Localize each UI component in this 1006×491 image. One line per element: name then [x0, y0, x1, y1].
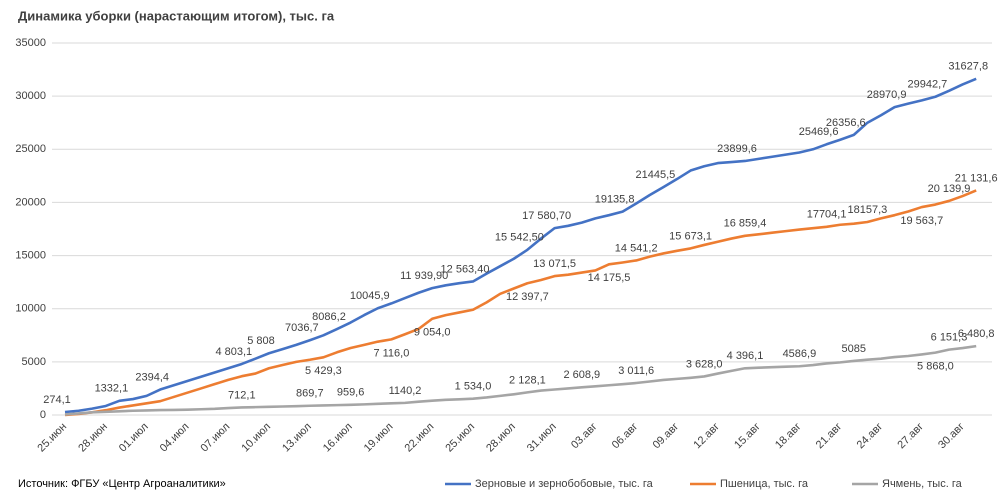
data-label: 7036,7 [285, 322, 319, 334]
data-label: 26356,6 [826, 117, 866, 129]
data-label: 8086,2 [312, 311, 346, 323]
data-label: 29942,7 [908, 79, 948, 91]
data-label: 12 563,40 [441, 263, 490, 275]
data-label: 16 859,4 [724, 218, 767, 230]
data-label: 5085 [842, 343, 866, 355]
data-label: 2394,4 [135, 371, 169, 383]
x-tick-label: 28.июн [76, 421, 110, 455]
data-label: 4 396,1 [727, 350, 764, 362]
x-tick-label: 01.июл [117, 421, 151, 455]
x-tick-label: 28.июл [484, 421, 518, 455]
x-tick-label: 25.июл [443, 421, 477, 455]
y-tick-label: 0 [40, 409, 46, 421]
series-line [64, 189, 977, 417]
x-tick-label: 27.авг [895, 421, 926, 452]
x-tick-label: 24.авг [855, 421, 886, 452]
data-label: 14 541,2 [615, 242, 658, 254]
data-label: 11 939,90 [400, 270, 448, 282]
data-label: 274,1 [43, 394, 71, 406]
legend-label: Зерновые и зернобобовые, тыс. га [475, 478, 654, 490]
x-tick-label: 21.авг [814, 421, 845, 452]
data-label: 4 803,1 [215, 346, 252, 358]
data-label: 31627,8 [948, 61, 988, 73]
x-tick-label: 09.авг [651, 421, 682, 452]
data-label: 17 580,70 [522, 210, 571, 222]
data-label: 23899,6 [717, 143, 757, 155]
y-tick-label: 30000 [15, 90, 46, 102]
data-label: 1 534,0 [455, 381, 492, 393]
data-label: 13 071,5 [533, 258, 576, 270]
series-line [64, 77, 977, 414]
data-label: 19135,8 [595, 194, 635, 206]
data-label: 5 868,0 [917, 361, 954, 373]
data-label: 1332,1 [95, 383, 129, 395]
y-tick-label: 15000 [15, 249, 46, 261]
data-label: 9 054,0 [414, 327, 451, 339]
data-label: 21 131,6 [955, 172, 998, 184]
data-label: 7 116,0 [373, 347, 409, 359]
legend-label: Ячмень, тыс. га [882, 478, 963, 490]
x-tick-label: 18.авг [773, 421, 804, 452]
x-tick-label: 15.авг [732, 421, 763, 452]
x-tick-label: 30.авг [936, 421, 967, 452]
data-label: 15 542,50 [495, 232, 544, 244]
data-label: 2 128,1 [509, 374, 546, 386]
data-label: 2 608,9 [563, 369, 600, 381]
x-tick-label: 06.авг [610, 421, 641, 452]
x-tick-label: 10.июл [239, 421, 273, 455]
chart-title: Динамика уборки (нарастающим итогом), ты… [18, 8, 335, 23]
x-tick-label: 22.июл [403, 421, 437, 455]
data-label: 4586,9 [783, 348, 817, 360]
x-tick-label: 07.июл [199, 421, 233, 455]
data-label: 25469,6 [799, 126, 839, 138]
data-label: 12 397,7 [506, 291, 549, 303]
data-label: 5 429,3 [305, 365, 342, 377]
data-label: 20 139,9 [928, 183, 971, 195]
data-label: 869,7 [296, 388, 324, 400]
x-tick-label: 19.июл [362, 421, 396, 455]
data-label: 1140,2 [389, 385, 422, 397]
x-tick-label: 13.июл [280, 421, 314, 455]
x-tick-label: 12.авг [691, 421, 722, 452]
data-label: 959,6 [337, 387, 365, 399]
y-tick-label: 10000 [15, 303, 46, 315]
data-label: 18157,3 [848, 204, 888, 216]
source-note: Источник: ФГБУ «Центр Агроаналитики» [18, 478, 226, 490]
data-label: 712,1 [228, 389, 256, 401]
series-line [64, 344, 977, 416]
legend-label: Пшеница, тыс. га [720, 478, 809, 490]
data-label: 21445,5 [636, 169, 676, 181]
x-tick-label: 03.авг [569, 421, 600, 452]
data-label: 3 628,0 [686, 358, 723, 370]
data-label: 15 673,1 [669, 230, 712, 242]
data-label: 6 151,3 [931, 332, 968, 344]
data-label: 6 480,8 [958, 328, 995, 340]
data-label: 3 011,6 [618, 365, 654, 377]
data-label: 10045,9 [350, 290, 390, 302]
data-label: 17704,1 [807, 209, 847, 221]
data-label: 28970,9 [867, 89, 907, 101]
y-tick-label: 35000 [15, 37, 46, 49]
y-tick-label: 25000 [15, 143, 46, 155]
y-tick-label: 20000 [15, 196, 46, 208]
data-label: 19 563,7 [900, 215, 943, 227]
x-tick-label: 16.июл [321, 421, 355, 455]
y-tick-label: 5000 [22, 356, 46, 368]
x-tick-label: 04.июл [158, 421, 192, 455]
x-tick-label: 25.июн [35, 421, 69, 455]
data-label: 14 175,5 [588, 272, 631, 284]
x-tick-label: 31.июл [525, 421, 559, 455]
data-label: 5 808 [247, 335, 275, 347]
